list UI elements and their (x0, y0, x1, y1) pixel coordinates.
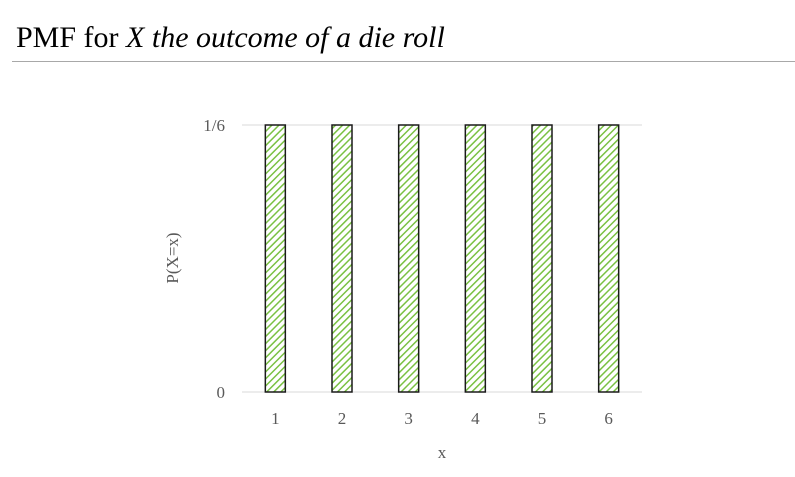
x-tick-labels: 1 2 3 4 5 6 (271, 409, 613, 428)
x-tick-label: 1 (271, 409, 280, 428)
y-tick-label: 0 (217, 383, 226, 402)
bar-1 (264, 124, 287, 393)
bar-5 (531, 124, 553, 393)
bars (264, 124, 620, 393)
x-tick-label: 3 (404, 409, 413, 428)
x-tick-label: 6 (604, 409, 613, 428)
x-axis-label: x (438, 443, 447, 462)
y-tick-label: 1/6 (203, 116, 225, 135)
bar-6 (597, 124, 620, 393)
x-tick-label: 4 (471, 409, 480, 428)
x-tick-label: 2 (338, 409, 347, 428)
y-tick-labels: 0 1/6 (203, 116, 225, 402)
bar-4 (464, 124, 487, 393)
chart-title: PMF for X the outcome of a die roll (16, 18, 445, 58)
bar-2 (331, 124, 353, 393)
gridlines (242, 124, 642, 393)
title-divider (12, 61, 795, 62)
bar-3 (397, 124, 420, 393)
y-axis-label: P(X=x) (163, 232, 182, 283)
x-tick-label: 5 (538, 409, 547, 428)
chart-title-italic: X the outcome of a die roll (126, 21, 445, 54)
chart-title-prefix: PMF for (16, 21, 127, 54)
